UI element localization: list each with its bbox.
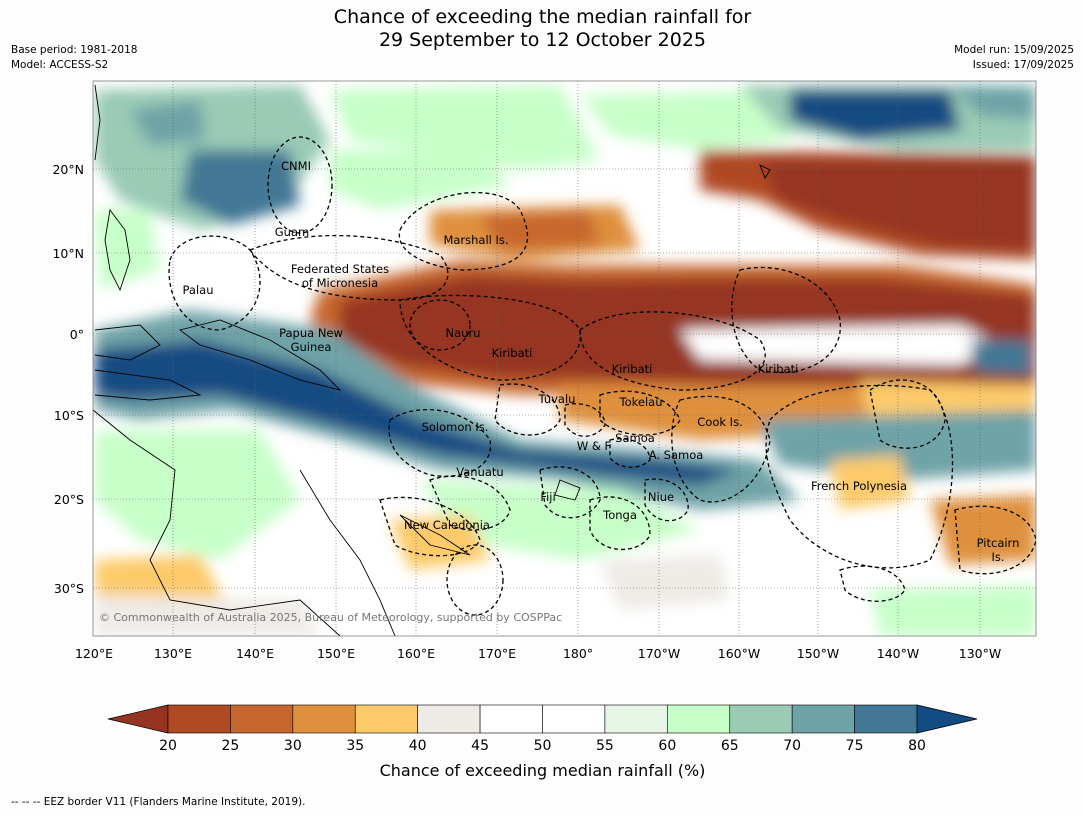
colorbar-swatch	[167, 704, 231, 734]
label-nauru: Nauru	[446, 326, 481, 340]
label-samoa: Samoa	[615, 431, 655, 445]
label-png-1: Papua New	[279, 326, 343, 340]
label-fiji: Fiji	[540, 490, 555, 504]
lon-axis-labels: 120°E 130°E 140°E 150°E 160°E 170°E 180°…	[75, 646, 1001, 661]
colorbar-swatch	[542, 704, 606, 734]
region-labels: CNMI Guam Marshall Is. Palau Federated S…	[183, 159, 1020, 564]
colorbar-swatch	[791, 704, 855, 734]
lon-label: 150°W	[797, 646, 839, 661]
colorbar-ticks: 20 25 30 35 40 45 50 55 60 65 70 75 80	[159, 738, 926, 754]
colorbar-tick-label: 35	[346, 738, 364, 754]
label-tuvalu: Tuvalu	[538, 392, 576, 406]
lat-label: 10°S	[54, 408, 84, 423]
label-solomon: Solomon Is.	[422, 420, 489, 434]
lon-label: 130°E	[154, 646, 192, 661]
colorbar-high-extension	[916, 704, 978, 734]
lon-label: 130°W	[959, 646, 1001, 661]
colorbar-swatch	[230, 704, 294, 734]
lon-label: 150°E	[317, 646, 355, 661]
colorbar-tick-label: 80	[908, 738, 926, 754]
lon-label: 170°W	[638, 646, 680, 661]
colorbar-tick-label: 70	[783, 738, 801, 754]
colorbar-low-extension	[107, 704, 169, 734]
label-marshall: Marshall Is.	[443, 233, 508, 247]
map-frame	[92, 80, 1037, 637]
colorbar-swatch	[604, 704, 668, 734]
meta-left: Base period: 1981-2018 Model: ACCESS-S2	[11, 43, 137, 73]
colorbar-swatch	[417, 704, 481, 734]
label-kiribati-1: Kiribati	[492, 346, 533, 360]
issued-date: Issued: 17/09/2025	[972, 59, 1074, 71]
colorbar-tick-label: 40	[409, 738, 427, 754]
label-cnmi: CNMI	[281, 159, 311, 173]
colorbar-tick-label: 55	[596, 738, 614, 754]
label-palau: Palau	[183, 283, 214, 297]
colorbar-tick-label: 30	[284, 738, 302, 754]
colorbar-swatch	[354, 704, 418, 734]
colorbar-tick-label: 65	[721, 738, 739, 754]
model-name: Model: ACCESS-S2	[11, 59, 109, 71]
label-french-polynesia: French Polynesia	[811, 479, 907, 493]
lon-label: 170°E	[478, 646, 516, 661]
label-cook: Cook Is.	[697, 415, 742, 429]
label-kiribati-2: Kiribati	[612, 362, 653, 376]
colorbar-tick-label: 45	[471, 738, 489, 754]
lat-axis-labels: 20°N 10°N 0° 10°S 20°S 30°S	[52, 162, 84, 596]
colorbar-swatches	[167, 704, 918, 734]
label-pitcairn-2: Is.	[991, 550, 1004, 564]
lon-label: 140°E	[236, 646, 274, 661]
lat-label: 30°S	[54, 581, 84, 596]
label-niue: Niue	[648, 490, 674, 504]
base-period: Base period: 1981-2018	[11, 44, 138, 56]
lat-label: 20°S	[54, 492, 84, 507]
lon-label: 120°E	[75, 646, 113, 661]
label-fsm-2: of Micronesia	[302, 276, 378, 290]
lat-label: 20°N	[52, 162, 84, 177]
lon-label: 160°E	[397, 646, 435, 661]
title-line-1: Chance of exceeding the median rainfall …	[333, 6, 752, 28]
colorbar-tick-label: 20	[159, 738, 177, 754]
colorbar-swatch	[479, 704, 543, 734]
label-pitcairn-1: Pitcairn	[977, 536, 1020, 550]
label-tonga: Tonga	[602, 508, 637, 522]
colorbar-swatch	[729, 704, 793, 734]
colorbar-label: Chance of exceeding median rainfall (%)	[379, 761, 706, 780]
label-kiribati-3: Kiribati	[758, 362, 799, 376]
lat-label: 0°	[70, 327, 84, 342]
meta-right: Model run: 15/09/2025 Issued: 17/09/2025	[954, 43, 1074, 73]
title-line-2: 29 September to 12 October 2025	[378, 29, 707, 51]
copyright-text: © Commonwealth of Australia 2025, Bureau…	[99, 611, 562, 624]
eez-note: -- -- -- EEZ border V11 (Flanders Marine…	[11, 796, 306, 808]
graticule	[93, 81, 1036, 636]
colorbar-swatch	[667, 704, 731, 734]
label-png-2: Guinea	[291, 340, 332, 354]
eez-borders	[168, 136, 1036, 616]
colorbar-swatch	[292, 704, 356, 734]
lon-label: 160°W	[718, 646, 760, 661]
label-wf: W & F	[577, 439, 611, 453]
model-run: Model run: 15/09/2025	[954, 44, 1074, 56]
label-fsm-1: Federated States	[291, 262, 389, 276]
map-title: Chance of exceeding the median rainfall …	[0, 6, 1085, 52]
lat-label: 10°N	[52, 246, 84, 261]
label-tokelau: Tokelau	[619, 395, 663, 409]
colorbar-tick-label: 75	[846, 738, 864, 754]
label-vanuatu: Vanuatu	[456, 465, 503, 479]
label-new-caledonia: New Caledonia	[404, 518, 490, 532]
label-asamoa: A. Samoa	[649, 448, 704, 462]
lon-label: 140°W	[877, 646, 919, 661]
label-guam: Guam	[275, 225, 309, 239]
colorbar-swatch	[854, 704, 918, 734]
coastlines	[93, 84, 771, 636]
colorbar-tick-label: 60	[658, 738, 676, 754]
colorbar: 20 25 30 35 40 45 50 55 60 65 70 75 80	[107, 704, 978, 754]
colorbar-tick-label: 25	[222, 738, 240, 754]
lon-label: 180°	[563, 646, 593, 661]
map-panel: CNMI Guam Marshall Is. Palau Federated S…	[93, 81, 1036, 636]
colorbar-tick-label: 50	[534, 738, 552, 754]
